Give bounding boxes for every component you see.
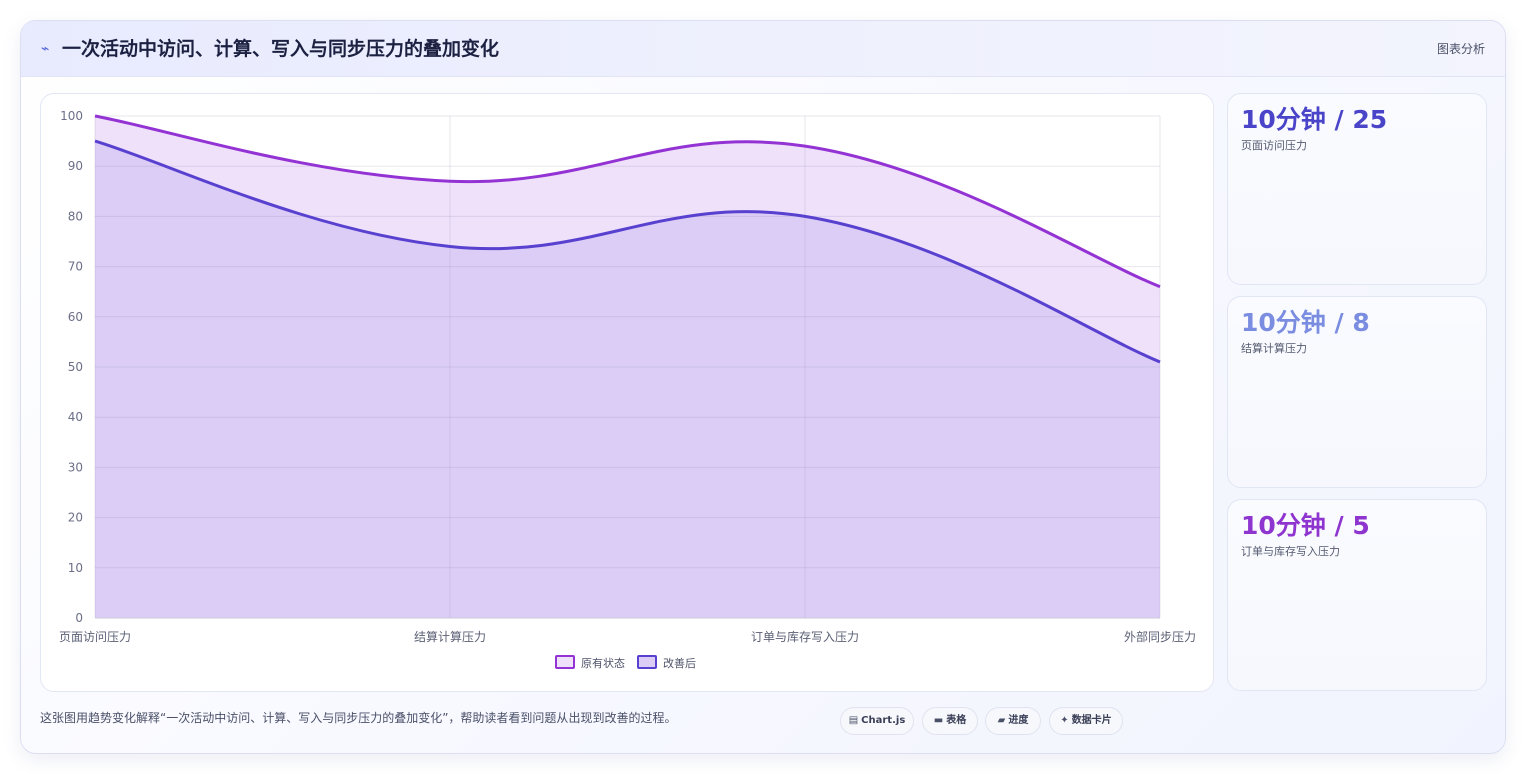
progress-icon: ▰: [997, 715, 1006, 726]
y-tick-label: 20: [68, 511, 83, 525]
page-title: 一次活动中访问、计算、写入与同步压力的叠加变化: [62, 38, 500, 60]
y-tick-label: 50: [68, 360, 83, 374]
series-line-0: [94, 114, 1161, 289]
stat-card-order-write: 10分钟 / 5 订单与库存写入压力: [1227, 499, 1487, 691]
y-tick-label: 100: [60, 109, 83, 123]
stat-label: 结算计算压力: [1241, 342, 1307, 355]
chip-data-card[interactable]: ✦ 数据卡片: [1049, 707, 1123, 735]
chart-analysis-link[interactable]: 图表分析: [1436, 42, 1485, 56]
chip-label: 表格: [946, 715, 967, 726]
x-tick-label: 订单与库存写入压力: [751, 629, 859, 644]
chart-panel: 0 10 20 30 40 50 60 70 80 90 100 页面访问压力 结算计算压力 订单与库存写…: [40, 93, 1214, 692]
card-header: ⌁ 一次活动中访问、计算、写入与同步压力的叠加变化 图表分析: [21, 21, 1505, 77]
chip-label: Chart.js: [861, 715, 906, 726]
y-tick-label: 30: [68, 460, 83, 474]
legend-swatch: [637, 655, 657, 669]
chip-table[interactable]: ▬ 表格: [922, 707, 978, 735]
y-tick-label: 0: [75, 611, 83, 625]
stat-value: 10分钟 / 8: [1241, 308, 1370, 337]
y-tick-label: 10: [68, 561, 83, 575]
y-tick-label: 70: [68, 260, 83, 274]
y-tick-label: 90: [68, 159, 83, 173]
chip-label: 进度: [1008, 715, 1029, 726]
legend-swatch: [555, 655, 575, 669]
legend-label: 改善后: [663, 656, 696, 670]
pulse-icon: ⌁: [41, 41, 50, 57]
x-tick-label: 外部同步压力: [1124, 629, 1196, 644]
stat-label: 页面访问压力: [1241, 139, 1307, 152]
stat-card-page-visits: 10分钟 / 25 页面访问压力: [1227, 93, 1487, 285]
stat-value: 10分钟 / 25: [1241, 105, 1388, 134]
area-chart: 0 10 20 30 40 50 60 70 80 90 100 页面访问压力 结算计算压力 订单与库存写…: [59, 109, 1196, 670]
series-line-1: [94, 139, 1161, 364]
x-tick-label: 结算计算压力: [414, 629, 486, 644]
stat-card-checkout-compute: 10分钟 / 8 结算计算压力: [1227, 296, 1487, 488]
y-tick-label: 60: [68, 310, 83, 324]
chart-card: ⌁ 一次活动中访问、计算、写入与同步压力的叠加变化 图表分析 0 10 20 30 40…: [20, 20, 1506, 754]
series-area-1: [95, 141, 1160, 618]
chart-icon: ▤: [848, 715, 859, 726]
stat-value: 10分钟 / 5: [1241, 511, 1370, 540]
x-tick-label: 页面访问压力: [59, 630, 131, 644]
chart-caption: 这张图用趋势变化解释“一次活动中访问、计算、写入与同步压力的叠加变化”，帮助读者…: [40, 711, 677, 725]
stat-label: 订单与库存写入压力: [1241, 545, 1340, 558]
legend-label: 原有状态: [581, 656, 625, 670]
y-tick-label: 80: [68, 209, 83, 223]
y-tick-label: 40: [68, 410, 83, 424]
chip-progress[interactable]: ▰ 进度: [985, 707, 1041, 735]
data-card-icon: ✦: [1060, 715, 1069, 726]
chip-label: 数据卡片: [1071, 715, 1112, 726]
table-icon: ▬: [933, 715, 944, 726]
chip-chartjs[interactable]: ▤ Chart.js: [840, 707, 914, 735]
